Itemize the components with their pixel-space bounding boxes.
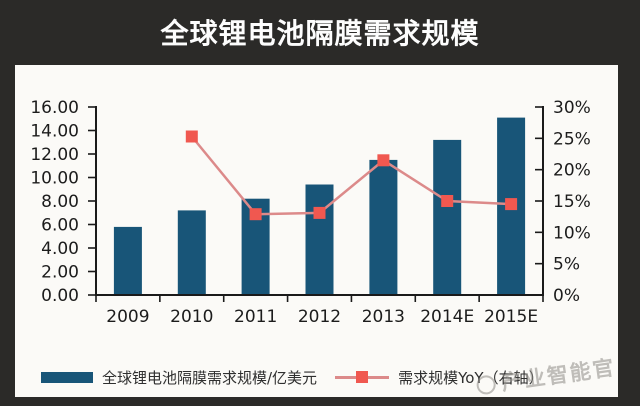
right-axis-tick-label: 15% (553, 192, 591, 212)
yoy-line-marker (313, 206, 326, 219)
x-axis-label-2015E: 2015E (484, 307, 538, 327)
x-axis-label-2013: 2013 (362, 307, 405, 327)
chart-header: 全球锂电池隔膜需求规模 (0, 0, 640, 64)
bar-2010 (177, 210, 206, 295)
x-axis-label-2009: 2009 (106, 307, 149, 327)
bar-2013 (369, 159, 398, 295)
x-axis-label-2014E: 2014E (420, 307, 474, 327)
yoy-line-marker (505, 198, 518, 211)
right-axis-tick-label: 0% (553, 286, 580, 306)
legend-bar-swatch (41, 372, 93, 383)
page-title: 全球锂电池隔膜需求规模 (160, 17, 480, 50)
x-axis-label-2010: 2010 (170, 307, 213, 327)
left-axis-tick-label: 14.00 (30, 122, 79, 142)
x-axis-label-2012: 2012 (298, 307, 341, 327)
yoy-line-marker (377, 154, 390, 167)
right-axis-tick-label: 10% (553, 223, 591, 243)
yoy-line-marker (185, 130, 198, 143)
left-axis-tick-label: 12.00 (30, 145, 79, 165)
chart-legend: 全球锂电池隔膜需求规模/亿美元 需求规模YoY（右轴） (41, 367, 544, 388)
left-axis-tick-label: 16.00 (30, 98, 79, 118)
watermark-logo-icon (475, 373, 497, 396)
chart-canvas: 0.00 2.00 4.00 6.00 8.00 10.00 12.00 14.00 16.00… (30, 98, 591, 327)
yoy-line-marker (441, 195, 454, 207)
right-axis-tick-label: 25% (553, 129, 591, 149)
bar-2012 (305, 184, 334, 295)
left-axis-tick-label: 2.00 (41, 263, 79, 283)
legend-bar-label: 全球锂电池隔膜需求规模/亿美元 (102, 369, 318, 387)
left-axis-tick-label: 4.00 (41, 239, 79, 259)
right-axis-tick-label: 30% (553, 98, 591, 118)
x-axis-label-2011: 2011 (234, 307, 277, 327)
bar-2014E (433, 139, 462, 295)
legend-item-bar: 全球锂电池隔膜需求规模/亿美元 (41, 367, 317, 388)
yoy-line-marker (249, 208, 262, 221)
left-axis-tick-label: 6.00 (41, 216, 79, 236)
left-axis-tick-label: 10.00 (30, 169, 79, 189)
left-axis-tick-label: 8.00 (41, 192, 79, 212)
chart-panel: 0.00 2.00 4.00 6.00 8.00 10.00 12.00 14.00 16.00… (15, 65, 618, 397)
yoy-line (190, 135, 512, 216)
left-axis-tick-label: 0.00 (41, 286, 79, 306)
right-axis-tick-label: 20% (553, 161, 591, 181)
bar-2009 (113, 226, 142, 295)
legend-item-line: 需求规模YoY（右轴） (335, 367, 544, 388)
right-axis-tick-label: 5% (553, 255, 580, 275)
legend-line-marker-icon (356, 371, 369, 383)
legend-line-label: 需求规模YoY（右轴） (398, 369, 544, 387)
legend-line-swatch (335, 371, 390, 384)
